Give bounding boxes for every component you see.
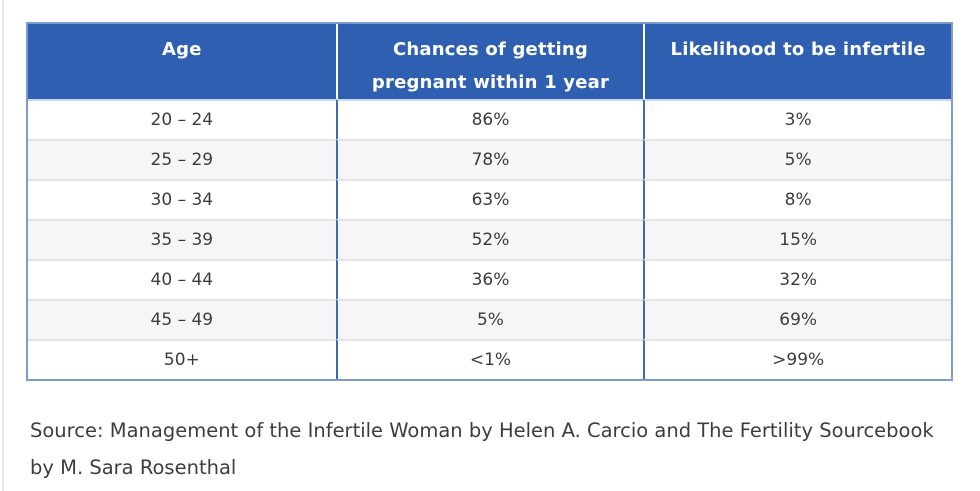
- source-citation: Source: Management of the Infertile Woma…: [30, 419, 934, 479]
- table-row: 30 – 34 63% 8%: [28, 179, 951, 219]
- header-row: Age Chances of getting pregnant within 1…: [28, 24, 951, 99]
- table-row: 45 – 49 5% 69%: [28, 299, 951, 339]
- table-row: 35 – 39 52% 15%: [28, 219, 951, 259]
- pregnancy-chance-cell: 78%: [335, 139, 644, 179]
- table-header: Age Chances of getting pregnant within 1…: [28, 24, 951, 99]
- age-range-cell: 25 – 29: [28, 139, 336, 179]
- pregnancy-chance-cell: 5%: [335, 299, 644, 339]
- header-cell-infertility-likelihood: Likelihood to be infertile: [643, 24, 951, 99]
- header-cell-pregnancy-chance: Chances of getting pregnant within 1 yea…: [335, 24, 644, 99]
- header-infertility-likelihood-label: Likelihood to be infertile: [670, 39, 926, 60]
- header-cell-age: Age: [28, 24, 336, 99]
- table-body: 20 – 24 86% 3% 25 – 29 78% 5% 30 – 34 63…: [28, 99, 951, 379]
- age-range-cell: 40 – 44: [28, 259, 336, 299]
- pregnancy-chance-cell: 52%: [335, 219, 644, 259]
- infertility-likelihood-cell: 5%: [643, 139, 951, 179]
- fertility-table: Age Chances of getting pregnant within 1…: [26, 22, 953, 381]
- table-row: 50+ <1% >99%: [28, 339, 951, 379]
- pregnancy-chance-cell: <1%: [335, 339, 644, 379]
- table-row: 40 – 44 36% 32%: [28, 259, 951, 299]
- infertility-likelihood-cell: 3%: [643, 99, 951, 139]
- table-row: 25 – 29 78% 5%: [28, 139, 951, 179]
- age-range-cell: 20 – 24: [28, 99, 336, 139]
- age-range-cell: 50+: [28, 339, 336, 379]
- pregnancy-chance-cell: 86%: [335, 99, 644, 139]
- table-row: 20 – 24 86% 3%: [28, 99, 951, 139]
- header-age-label: Age: [162, 39, 202, 60]
- age-range-cell: 45 – 49: [28, 299, 336, 339]
- infertility-likelihood-cell: 8%: [643, 179, 951, 219]
- header-pregnancy-chance-line1: Chances of getting: [392, 39, 589, 60]
- fertility-table-container: Age Chances of getting pregnant within 1…: [26, 22, 953, 381]
- header-pregnancy-chance-line2: pregnant within 1 year: [371, 72, 610, 93]
- infertility-likelihood-cell: 69%: [643, 299, 951, 339]
- infertility-likelihood-cell: 15%: [643, 219, 951, 259]
- page-edge-divider: [2, 0, 4, 491]
- pregnancy-chance-cell: 63%: [335, 179, 644, 219]
- infertility-likelihood-cell: >99%: [643, 339, 951, 379]
- pregnancy-chance-cell: 36%: [335, 259, 644, 299]
- age-range-cell: 35 – 39: [28, 219, 336, 259]
- infertility-likelihood-cell: 32%: [643, 259, 951, 299]
- age-range-cell: 30 – 34: [28, 179, 336, 219]
